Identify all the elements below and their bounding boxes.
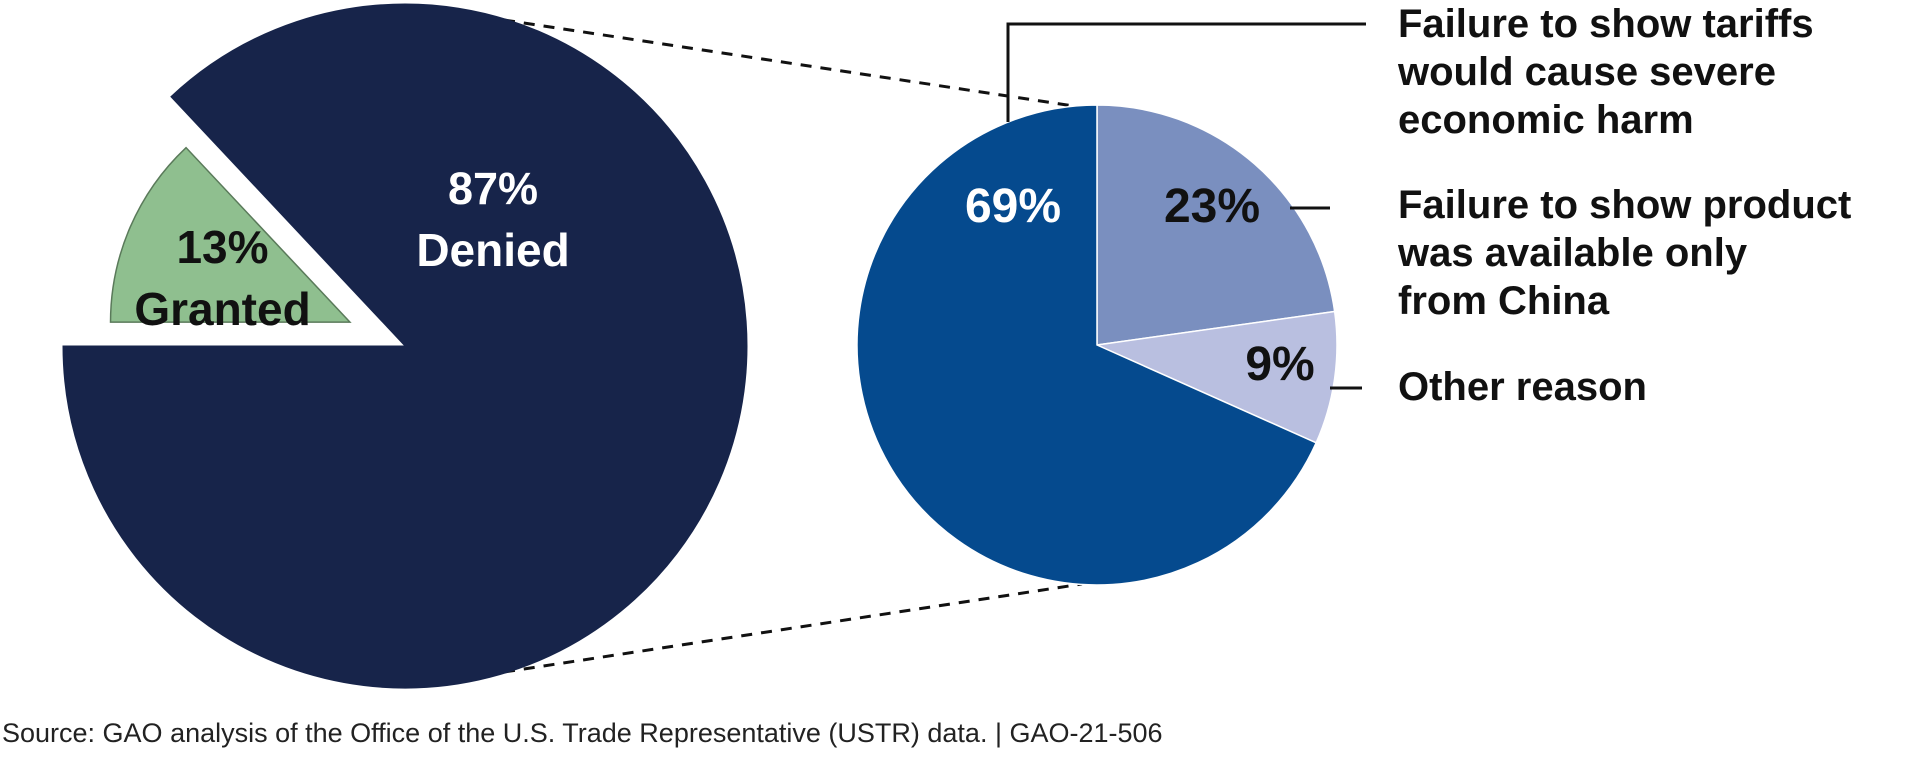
callout-labels: Failure to show tariffs would cause sever… [1006,2,1851,409]
callout-label-line: was available only [1397,231,1748,275]
pie-slice-reason-3 [856,104,1318,586]
slice-value-label-reason-2: 9% [1245,338,1314,391]
connector-line-bottom [503,582,1083,674]
callout-label-line: Failure to show product [1398,183,1851,227]
breakdown-pie: 23% 9% 69% [856,104,1338,586]
callout-label-line: from China [1398,279,1610,323]
connector-lines [503,18,1088,674]
callout-label-line: Failure to show tariffs [1398,2,1814,46]
callout-label-line: economic harm [1398,98,1694,142]
slice-value-label-denied: 87% [448,163,538,214]
slice-category-label-denied: Denied [416,224,569,276]
callout-label-line: would cause severe [1397,50,1776,94]
source-note: Source: GAO analysis of the Office of th… [2,718,1163,748]
callout-leader-1 [1006,22,1366,122]
pie-slice-reason-2 [1094,310,1338,444]
pie-slice-reason-1 [1096,104,1336,346]
pie-slice-granted [109,146,352,323]
callout-label-3: Other reason [1398,365,1647,409]
slice-value-label-reason-3: 69% [965,180,1061,233]
slice-value-label-reason-1: 23% [1164,180,1260,233]
slice-value-label-granted: 13% [176,221,268,273]
callout-label-line: Other reason [1398,365,1647,409]
slice-category-label-granted: Granted [134,283,310,335]
callout-label-1: Failure to show tariffs would cause sever… [1397,2,1814,142]
pie-slice-denied [62,3,748,689]
main-pie: 13% Granted 87% Denied [62,3,748,689]
callout-label-2: Failure to show product was available onl… [1397,183,1851,323]
